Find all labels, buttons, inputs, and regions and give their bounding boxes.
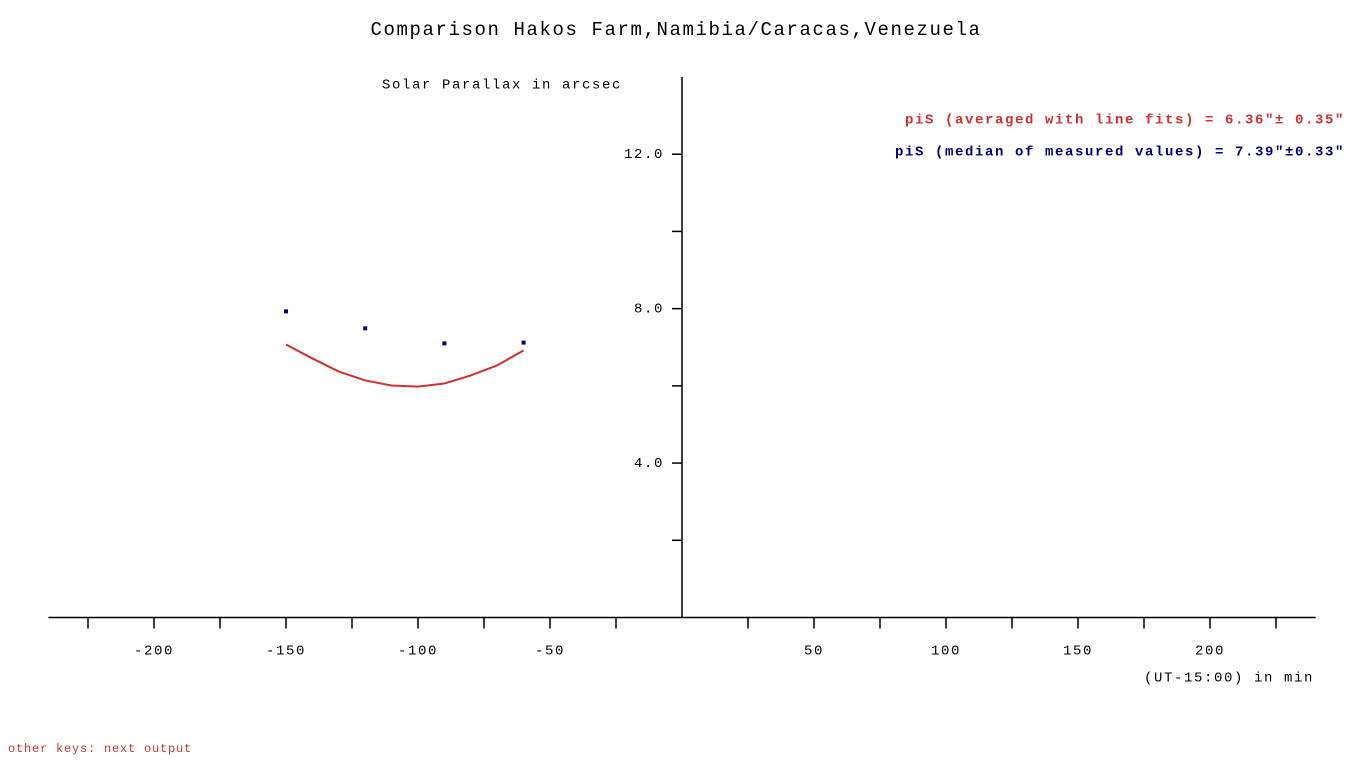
x-axis-label: (UT-15:00) in min (1144, 671, 1314, 687)
chart-subtitle: Solar Parallax in arcsec (382, 78, 622, 94)
data-point (442, 341, 447, 346)
annotation: piS (median of measured values) = 7.39"±… (895, 145, 1345, 161)
data-point (521, 340, 526, 345)
y-tick-label: 4.0 (634, 456, 664, 472)
y-tick-label: 12.0 (624, 147, 664, 163)
chart-title: Comparison Hakos Farm,Namibia/Caracas,Ve… (370, 19, 981, 41)
y-tick-label: 8.0 (634, 301, 664, 317)
x-tick-label: -200 (134, 644, 174, 660)
fit-curve (285, 343, 525, 388)
x-tick-label: -150 (266, 644, 306, 660)
x-tick-label: 100 (931, 644, 961, 660)
annotation: piS (averaged with line fits) = 6.36"± 0… (905, 113, 1345, 129)
data-point (284, 309, 288, 314)
x-tick-label: -50 (535, 644, 565, 660)
x-tick-label: 200 (1195, 644, 1225, 660)
x-tick-label: 150 (1063, 644, 1093, 660)
data-point (363, 326, 368, 331)
footer: other keys: next output (8, 742, 192, 756)
x-tick-label: -100 (398, 644, 438, 660)
x-tick-label: 50 (804, 644, 824, 660)
